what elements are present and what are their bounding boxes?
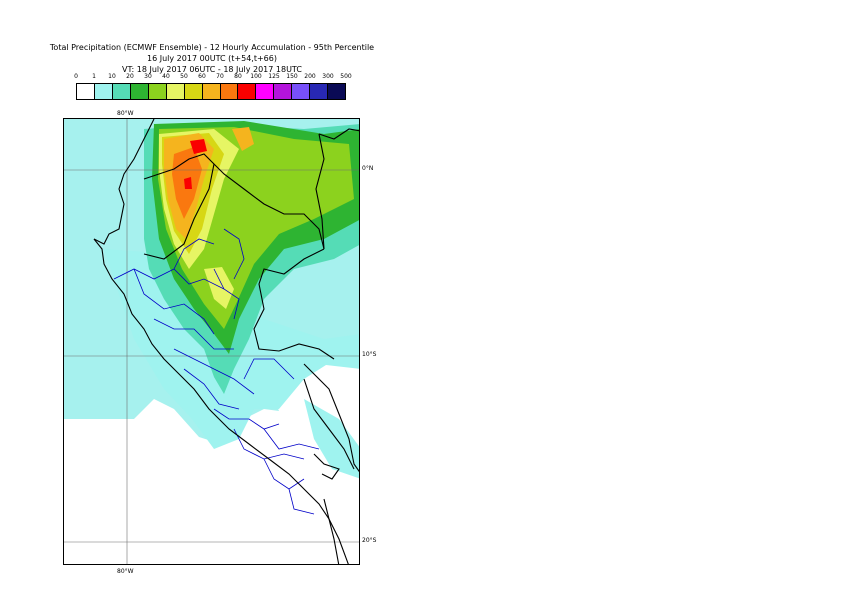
legend-tick-label: 80 — [234, 73, 242, 80]
legend-tick-label: 60 — [198, 73, 206, 80]
lon-label-top: 80°W — [117, 110, 134, 117]
lat-label-10s-right: 10°S — [362, 351, 377, 358]
precip-yellow-2 — [204, 267, 234, 309]
legend-tick-label: 100 — [250, 73, 262, 80]
legend-swatch — [328, 84, 346, 99]
dry-land-area — [64, 349, 359, 564]
lon-label-bottom: 80°W — [117, 568, 134, 575]
legend-swatch — [202, 84, 221, 99]
legend-swatch — [310, 84, 329, 99]
legend-tick-label: 125 — [268, 73, 280, 80]
legend-colorbar — [76, 83, 346, 100]
precip-map — [64, 119, 359, 564]
lat-label-20s-right: 20°S — [362, 537, 377, 544]
legend-tick-label: 70 — [216, 73, 224, 80]
legend-tick-label: 300 — [322, 73, 334, 80]
precip-legend: 0 1 10 20 30 40 50 60 70 80 100 125 150 200 300 500 — [74, 73, 352, 103]
legend-tick-label: 150 — [286, 73, 298, 80]
precip-red-1 — [190, 139, 207, 154]
legend-swatch — [166, 84, 185, 99]
legend-tick-label: 30 — [144, 73, 152, 80]
legend-swatch — [130, 84, 149, 99]
legend-tick-label: 500 — [340, 73, 352, 80]
map-title: Total Precipitation (ECMWF Ensemble) - 1… — [0, 42, 424, 75]
legend-tick-label: 10 — [108, 73, 116, 80]
map-panel: 0°N 10°S 20°S — [63, 118, 360, 565]
legend-tick-label: 200 — [304, 73, 316, 80]
legend-swatch — [148, 84, 167, 99]
admin-boundaries — [113, 228, 320, 515]
legend-tick-label: 1 — [92, 73, 96, 80]
legend-swatch — [238, 84, 257, 99]
legend-swatch — [256, 84, 275, 99]
title-line-3: VT: 18 July 2017 06UTC - 18 July 2017 18… — [122, 65, 302, 74]
lat-label-0n-right: 0°N — [362, 165, 374, 172]
legend-swatch — [292, 84, 311, 99]
legend-swatch — [77, 84, 95, 99]
legend-swatch — [94, 84, 113, 99]
legend-swatch — [274, 84, 293, 99]
legend-swatch — [184, 84, 203, 99]
precip-light-2 — [304, 399, 359, 479]
title-line-2: 16 July 2017 00UTC (t+54,t+66) — [147, 54, 277, 63]
legend-swatch — [220, 84, 239, 99]
legend-tick-label: 50 — [180, 73, 188, 80]
coastline-and-borders — [93, 119, 359, 564]
legend-tick-label: 20 — [126, 73, 134, 80]
precip-orange-2 — [232, 127, 254, 151]
precip-red-2 — [184, 177, 192, 189]
title-line-1: Total Precipitation (ECMWF Ensemble) - 1… — [49, 43, 375, 52]
legend-swatch — [112, 84, 131, 99]
legend-tick-label: 40 — [162, 73, 170, 80]
legend-tick-label: 0 — [74, 73, 78, 80]
